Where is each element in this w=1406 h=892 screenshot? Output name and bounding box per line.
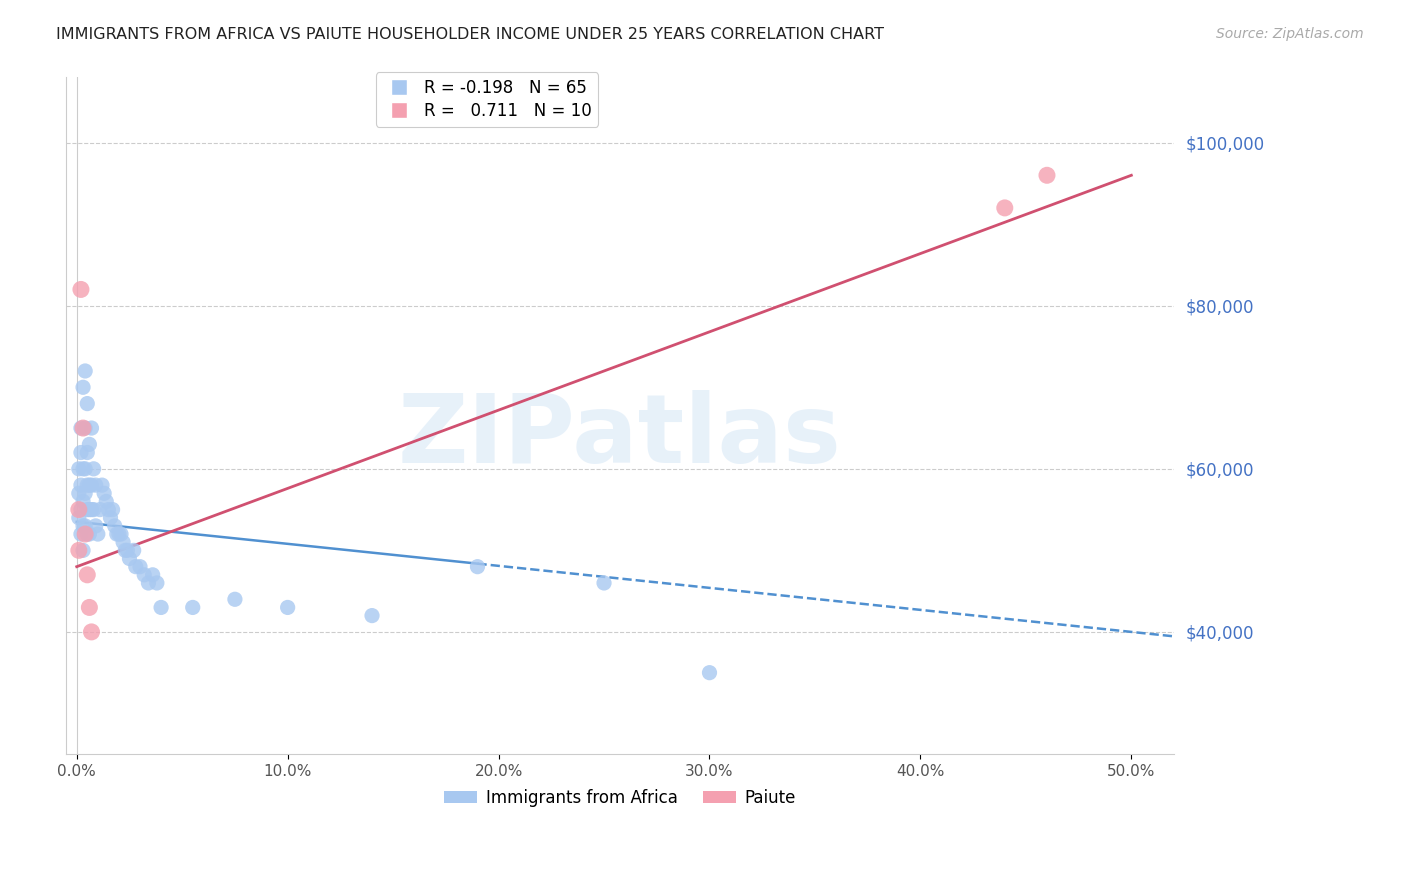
Point	[224, 592, 246, 607]
Point	[70, 527, 93, 541]
Point	[76, 445, 98, 459]
Point	[80, 624, 103, 639]
Point	[699, 665, 721, 680]
Point	[117, 543, 139, 558]
Point	[138, 576, 160, 591]
Point	[80, 478, 103, 492]
Point	[110, 527, 132, 541]
Point	[80, 421, 103, 435]
Point	[67, 462, 90, 476]
Point	[96, 494, 118, 508]
Point	[75, 527, 97, 541]
Point	[75, 364, 97, 378]
Point	[67, 486, 90, 500]
Point	[593, 576, 616, 591]
Point	[100, 510, 122, 524]
Point	[118, 551, 141, 566]
Point	[122, 543, 145, 558]
Point	[72, 380, 94, 394]
Point	[79, 527, 101, 541]
Point	[105, 527, 128, 541]
Point	[70, 502, 93, 516]
Point	[101, 502, 124, 516]
Point	[125, 559, 148, 574]
Legend: Immigrants from Africa, Paiute: Immigrants from Africa, Paiute	[437, 782, 803, 814]
Text: Source: ZipAtlas.com: Source: ZipAtlas.com	[1216, 27, 1364, 41]
Point	[142, 567, 165, 582]
Point	[134, 567, 156, 582]
Point	[75, 462, 97, 476]
Point	[70, 282, 93, 296]
Point	[75, 486, 97, 500]
Point	[76, 502, 98, 516]
Point	[80, 502, 103, 516]
Point	[84, 519, 107, 533]
Point	[79, 478, 101, 492]
Point	[93, 486, 115, 500]
Point	[1036, 169, 1059, 183]
Point	[67, 502, 90, 516]
Point	[72, 421, 94, 435]
Point	[104, 519, 127, 533]
Point	[91, 478, 114, 492]
Point	[89, 502, 111, 516]
Point	[72, 494, 94, 508]
Point	[83, 462, 105, 476]
Point	[97, 502, 120, 516]
Point	[76, 396, 98, 410]
Point	[75, 421, 97, 435]
Point	[87, 527, 110, 541]
Point	[108, 527, 131, 541]
Text: ZIPatlas: ZIPatlas	[398, 390, 842, 483]
Point	[76, 567, 98, 582]
Point	[146, 576, 169, 591]
Point	[72, 543, 94, 558]
Point	[67, 543, 90, 558]
Point	[150, 600, 173, 615]
Point	[67, 510, 90, 524]
Point	[994, 201, 1017, 215]
Point	[181, 600, 204, 615]
Point	[83, 502, 105, 516]
Point	[129, 559, 152, 574]
Point	[114, 543, 136, 558]
Point	[84, 478, 107, 492]
Point	[70, 445, 93, 459]
Point	[467, 559, 489, 574]
Point	[79, 600, 101, 615]
Point	[277, 600, 299, 615]
Point	[70, 421, 93, 435]
Point	[72, 519, 94, 533]
Point	[79, 437, 101, 451]
Point	[79, 502, 101, 516]
Point	[70, 478, 93, 492]
Point	[76, 527, 98, 541]
Point	[72, 462, 94, 476]
Point	[112, 535, 135, 549]
Point	[75, 519, 97, 533]
Point	[76, 478, 98, 492]
Text: IMMIGRANTS FROM AFRICA VS PAIUTE HOUSEHOLDER INCOME UNDER 25 YEARS CORRELATION C: IMMIGRANTS FROM AFRICA VS PAIUTE HOUSEHO…	[56, 27, 884, 42]
Point	[361, 608, 384, 623]
